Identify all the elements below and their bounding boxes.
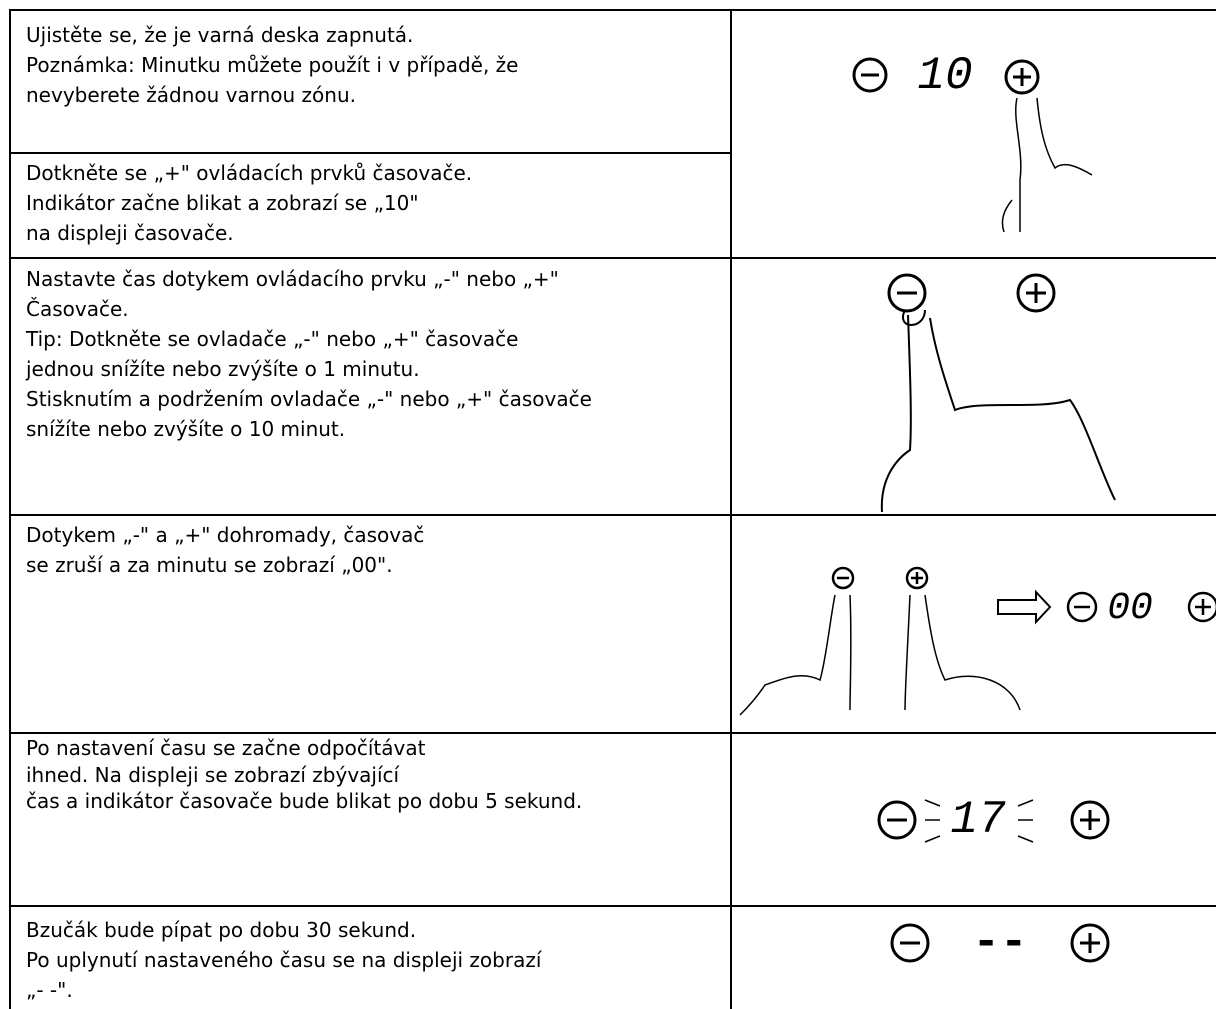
illustration-2 [880, 273, 1116, 513]
text-line: Po nastavení času se začne odpočítávat [26, 736, 426, 760]
illustration-4: 17 [877, 794, 1110, 846]
text-line: Časovače. [26, 297, 129, 321]
illustration-5: -- [890, 917, 1110, 969]
text-line: Poznámka: Minutku můžete použít i v příp… [26, 53, 519, 77]
text-line: Tip: Dotkněte se ovladače „-" nebo „+" č… [26, 327, 519, 351]
text-line: Ujistěte se, že je varná deska zapnutá. [26, 23, 414, 47]
text-line: Po uplynutí nastaveného času se na displ… [26, 948, 542, 972]
text-line: „- -". [26, 978, 73, 1002]
display: -- [972, 917, 1027, 969]
text-line: se zruší a za minutu se zobrazí „00". [26, 553, 393, 577]
text-line: nevyberete žádnou varnou zónu. [26, 83, 356, 107]
text-line: Bzučák bude pípat po dobu 30 sekund. [26, 918, 417, 942]
illustration-1: 10 [852, 50, 1093, 233]
text-line: snížíte nebo zvýšíte o 10 minut. [26, 417, 346, 441]
display: 17 [950, 794, 1006, 846]
illustration-3: 00 [739, 566, 1216, 716]
text-line: Nastavte čas dotykem ovládacího prvku „-… [26, 267, 559, 291]
table-lines [9, 9, 1216, 1009]
text-line: na displeji časovače. [26, 221, 234, 245]
row-1: Ujistěte se, že je varná deska zapnutá. P… [26, 20, 518, 110]
row-6: Bzučák bude pípat po dobu 30 sekund. Po u… [26, 915, 541, 1005]
row-3: Nastavte čas dotykem ovládacího prvku „-… [26, 264, 592, 444]
text-line: ihned. Na displeji se zobrazí zbývající [26, 762, 400, 787]
text-line: jednou snížíte nebo zvýšíte o 1 minutu. [26, 357, 420, 381]
text-line: Dotkněte se „+" ovládacích prvků časovač… [26, 161, 473, 185]
display: 00 [1107, 587, 1153, 630]
text-line: čas a indikátor časovače bude blikat po … [26, 789, 583, 813]
display: 10 [917, 50, 972, 102]
row-4: Dotykem „-" a „+" dohromady, časovač se z… [26, 520, 424, 580]
text-line: Stisknutím a podržením ovladače „-" nebo… [26, 387, 592, 411]
row-2: Dotkněte se „+" ovládacích prvků časovač… [26, 158, 472, 248]
text-line: Indikátor začne blikat a zobrazí se „10" [26, 191, 419, 215]
text-line: Dotykem „-" a „+" dohromady, časovač [26, 523, 425, 547]
row-5: Po nastavení času se začne odpočítávat ih… [26, 735, 582, 815]
